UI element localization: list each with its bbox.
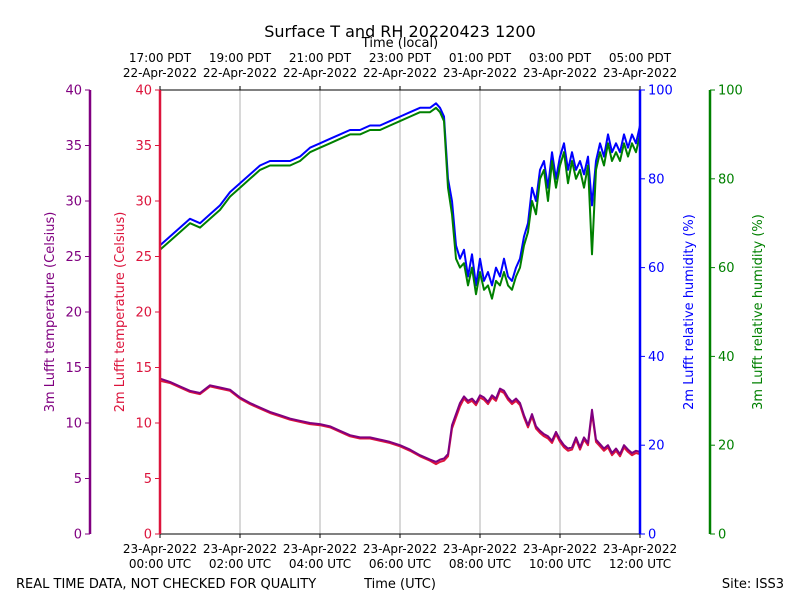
t2m-tick-label: 30 bbox=[135, 195, 152, 210]
t3m-tick-label: 35 bbox=[65, 139, 82, 154]
rh3m-tick-label: 100 bbox=[718, 84, 743, 99]
chart-title: Surface T and RH 20220423 1200 bbox=[264, 22, 536, 41]
top-tick-label: 21:00 PDT bbox=[289, 51, 352, 65]
x-tick-label: 23-Apr-2022 bbox=[443, 542, 517, 556]
x-tick-label: 06:00 UTC bbox=[369, 557, 431, 571]
series-lines bbox=[159, 102, 641, 466]
rh2m-tick-label: 40 bbox=[648, 350, 665, 365]
rh3m-tick-label: 60 bbox=[718, 261, 735, 276]
rh2m-tick-label: 100 bbox=[648, 84, 673, 99]
x-tick-label: 23-Apr-2022 bbox=[203, 542, 277, 556]
rh2m-tick-label: 80 bbox=[648, 172, 665, 187]
x-tick-label: 23-Apr-2022 bbox=[283, 542, 357, 556]
t3m-tick-label: 0 bbox=[74, 528, 82, 543]
x-tick-label: 02:00 UTC bbox=[209, 557, 271, 571]
x-tick-label: 23-Apr-2022 bbox=[363, 542, 437, 556]
x-tick-label: 10:00 UTC bbox=[529, 557, 591, 571]
t3m-tick-label: 5 bbox=[74, 472, 82, 487]
series-line-t3m bbox=[159, 377, 641, 463]
rh3m-tick-label: 80 bbox=[718, 172, 735, 187]
t3m-axis-label: 3m Lufft temperature (Celsius) bbox=[43, 212, 58, 413]
footer-left-note: REAL TIME DATA, NOT CHECKED FOR QUALITY bbox=[16, 577, 316, 592]
x-tick-label: 23-Apr-2022 bbox=[123, 542, 197, 556]
rh3m-tick-label: 0 bbox=[718, 528, 726, 543]
rh3m-tick-label: 20 bbox=[718, 439, 735, 454]
t3m-tick-label: 40 bbox=[65, 84, 82, 99]
x-tick-label: 23-Apr-2022 bbox=[523, 542, 597, 556]
x-tick-label: 12:00 UTC bbox=[609, 557, 671, 571]
x-axis-label: Time (UTC) bbox=[363, 577, 436, 592]
t2m-tick-label: 40 bbox=[135, 84, 152, 99]
series-line-rh3m bbox=[159, 106, 641, 300]
top-tick-label: 23-Apr-2022 bbox=[603, 66, 677, 80]
x-tick-label: 23-Apr-2022 bbox=[603, 542, 677, 556]
rh2m-axis-label: 2m Lufft relative humidity (%) bbox=[682, 214, 697, 410]
t2m-tick-label: 0 bbox=[144, 528, 152, 543]
rh3m-tick-label: 40 bbox=[718, 350, 735, 365]
series-line-t2m bbox=[159, 379, 641, 466]
top-tick-label: 22-Apr-2022 bbox=[283, 66, 357, 80]
t3m-tick-label: 15 bbox=[65, 361, 82, 376]
top-tick-label: 22-Apr-2022 bbox=[123, 66, 197, 80]
x-tick-label: 08:00 UTC bbox=[449, 557, 511, 571]
rh2m-tick-label: 0 bbox=[648, 528, 656, 543]
t3m-tick-label: 25 bbox=[65, 250, 82, 265]
t2m-tick-label: 25 bbox=[135, 250, 152, 265]
t3m-tick-label: 20 bbox=[65, 306, 82, 321]
t2m-tick-label: 20 bbox=[135, 306, 152, 321]
top-tick-label: 01:00 PDT bbox=[449, 51, 512, 65]
t2m-tick-label: 10 bbox=[135, 417, 152, 432]
t2m-tick-label: 15 bbox=[135, 361, 152, 376]
t3m-tick-label: 10 bbox=[65, 417, 82, 432]
top-tick-label: 23:00 PDT bbox=[369, 51, 432, 65]
x-tick-label: 00:00 UTC bbox=[129, 557, 191, 571]
rh3m-axis-label: 3m Lufft relative humidity (%) bbox=[751, 214, 766, 410]
top-tick-label: 22-Apr-2022 bbox=[203, 66, 277, 80]
top-tick-label: 23-Apr-2022 bbox=[523, 66, 597, 80]
rh2m-tick-label: 60 bbox=[648, 261, 665, 276]
top-tick-label: 03:00 PDT bbox=[529, 51, 592, 65]
series-line-rh2m bbox=[159, 102, 641, 287]
top-tick-label: 05:00 PDT bbox=[609, 51, 672, 65]
grid-lines bbox=[239, 90, 561, 534]
t2m-tick-label: 35 bbox=[135, 139, 152, 154]
x-tick-label: 04:00 UTC bbox=[289, 557, 351, 571]
top-tick-label: 17:00 PDT bbox=[129, 51, 192, 65]
top-tick-label: 22-Apr-2022 bbox=[363, 66, 437, 80]
footer-site-label: Site: ISS3 bbox=[722, 577, 784, 592]
t2m-axis-label: 2m Lufft temperature (Celsius) bbox=[113, 212, 128, 413]
top-tick-label: 19:00 PDT bbox=[209, 51, 272, 65]
t2m-tick-label: 5 bbox=[144, 472, 152, 487]
rh2m-tick-label: 20 bbox=[648, 439, 665, 454]
top-axis-label: Time (local) bbox=[361, 36, 438, 51]
t3m-tick-label: 30 bbox=[65, 195, 82, 210]
top-tick-label: 23-Apr-2022 bbox=[443, 66, 517, 80]
